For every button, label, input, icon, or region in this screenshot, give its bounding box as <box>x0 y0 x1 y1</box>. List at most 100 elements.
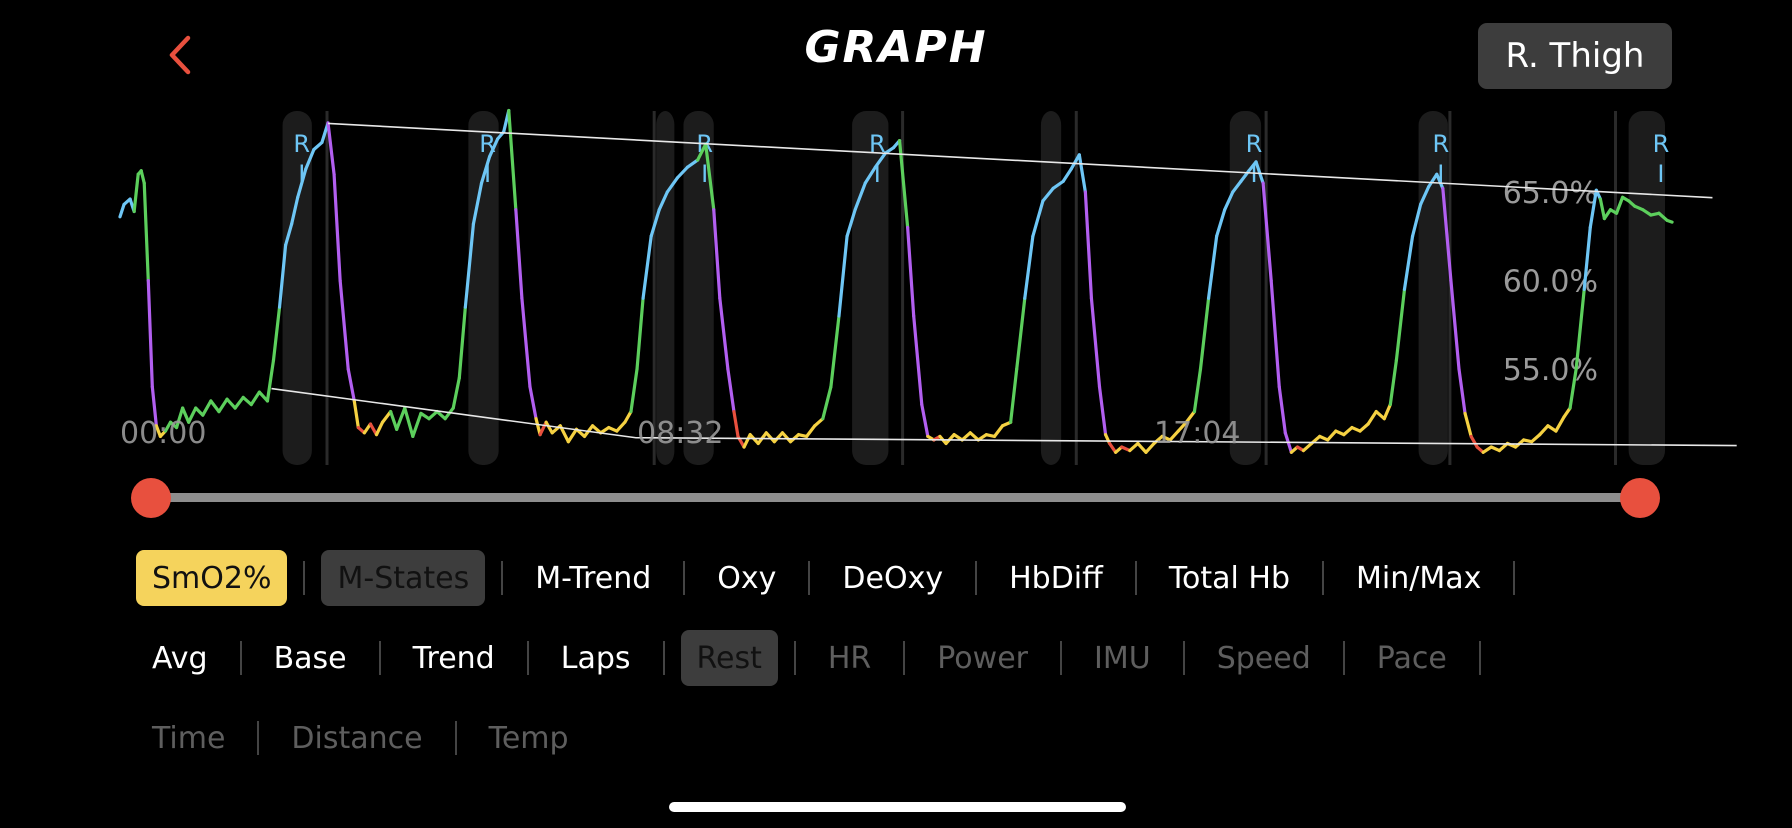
toggle-row-2: Avg Base Trend Laps Rest HR Power IMU Speed Pace <box>136 630 1497 686</box>
smo2-segment-blue <box>1223 190 1235 212</box>
smo2-segment-blue <box>1023 234 1035 300</box>
smo2-segment-green <box>457 305 467 380</box>
smo2-segment-blue <box>649 208 661 238</box>
smo2-segment-blue <box>1061 167 1073 183</box>
smo2-segment-blue <box>312 140 324 152</box>
separator <box>454 721 457 755</box>
smo2-segment-blue <box>1588 188 1598 230</box>
smo2-segment-blue <box>1215 208 1227 238</box>
location-button[interactable]: R. Thigh <box>1478 23 1672 89</box>
toggle-deoxy[interactable]: DeOxy <box>842 560 944 596</box>
smo2-segment-green <box>241 395 253 407</box>
smo2-segment-blue <box>1206 234 1219 300</box>
range-end-handle[interactable] <box>1620 478 1660 518</box>
separator <box>662 641 665 675</box>
home-indicator[interactable] <box>669 802 1126 812</box>
smo2-segment-green <box>1394 287 1407 362</box>
rest-band <box>1229 111 1262 465</box>
toggle-avg[interactable]: Avg <box>152 640 208 676</box>
range-slider-track[interactable] <box>151 493 1640 502</box>
smo2-segment-blue <box>657 190 669 212</box>
band-label-bottom: I <box>701 160 708 188</box>
smo2-segment-green <box>704 142 716 212</box>
smo2-segment-yellow <box>1366 410 1378 426</box>
rest-band <box>656 111 675 465</box>
x-tick-label: 00:00 <box>120 416 206 451</box>
rest-band <box>468 111 499 465</box>
separator <box>239 641 242 675</box>
toggle-m-states[interactable]: M-States <box>321 550 486 606</box>
separator <box>683 561 686 595</box>
smo2-segment-blue <box>1254 160 1265 185</box>
smo2-segment-purple <box>150 385 158 428</box>
smo2-segment-green <box>1192 367 1203 414</box>
band-label-top: R <box>293 130 310 158</box>
smo2-segment-yellow <box>764 431 776 444</box>
toggle-hr[interactable]: HR <box>827 640 872 676</box>
smo2-segment-yellow <box>1136 441 1148 454</box>
separator <box>1478 641 1481 675</box>
smo2-segment-green <box>427 410 439 421</box>
smo2-segment-green <box>163 420 173 433</box>
range-start-handle[interactable] <box>131 478 171 518</box>
smo2-segment-purple <box>146 278 154 389</box>
toggle-rest[interactable]: Rest <box>680 630 778 686</box>
toggle-imu[interactable]: IMU <box>1093 640 1151 676</box>
smo2-segment-yellow <box>1103 433 1112 446</box>
toggle-min-max[interactable]: Min/Max <box>1356 560 1482 596</box>
smo2-segment-yellow <box>1184 410 1197 424</box>
smo2-segment-yellow <box>380 410 393 424</box>
toggle-oxy[interactable]: Oxy <box>717 560 777 596</box>
smo2-segment-red <box>538 420 548 437</box>
y-tick-label: 60.0% <box>1503 265 1598 300</box>
smo2-segment-blue <box>685 158 700 169</box>
smo2-segment-blue <box>1231 179 1243 194</box>
toggle-total-hb[interactable]: Total Hb <box>1168 560 1291 596</box>
smo2-segment-blue <box>873 151 888 169</box>
back-button[interactable] <box>160 30 200 80</box>
smo2-segment-yellow <box>599 425 611 435</box>
band-label-top: R <box>479 130 496 158</box>
toggle-speed[interactable]: Speed <box>1216 640 1311 676</box>
toggle-power[interactable]: Power <box>937 640 1028 676</box>
rest-band <box>1628 111 1665 465</box>
toggle-smo2-[interactable]: SmO2% <box>136 550 288 606</box>
smo2-segment-green <box>1009 367 1019 424</box>
smo2-segment-yellow <box>623 410 633 424</box>
smo2-segment-green <box>201 399 213 417</box>
smo2-segment-green <box>139 169 146 185</box>
toggle-distance[interactable]: Distance <box>291 720 423 756</box>
smo2-segment-purple <box>1277 385 1287 435</box>
toggle-m-trend[interactable]: M-Trend <box>535 560 652 596</box>
toggle-temp[interactable]: Temp <box>488 720 569 756</box>
smo2-segment-yellow <box>960 431 972 442</box>
smo2-segment-green <box>142 181 150 283</box>
smo2-segment-yellow <box>154 424 162 438</box>
smo2-segment-purple <box>712 208 722 300</box>
smo2-segment-yellow <box>544 420 554 435</box>
toggle-time[interactable]: Time <box>152 720 226 756</box>
smo2-segment-green <box>507 108 518 212</box>
smo2-segment-yellow <box>1168 429 1180 442</box>
smo2-segment-green <box>897 139 910 230</box>
toggle-hbdiff[interactable]: HbDiff <box>1009 560 1103 596</box>
toggle-base[interactable]: Base <box>273 640 347 676</box>
toggle-pace[interactable]: Pace <box>1376 640 1447 676</box>
smo2-segment-blue <box>304 147 316 171</box>
smo2-segment-green <box>435 410 447 421</box>
smo2-segment-yellow <box>1554 415 1566 433</box>
smo2-segment-yellow <box>742 433 752 449</box>
smo2-segment-blue <box>845 208 857 238</box>
rest-band <box>852 111 889 465</box>
toggle-trend[interactable]: Trend <box>412 640 495 676</box>
smo2-segment-yellow <box>976 433 989 442</box>
smo2-segment-purple <box>906 225 916 318</box>
smo2-segment-blue <box>853 181 867 212</box>
smo2-segment-blue <box>1402 234 1415 292</box>
separator <box>975 561 978 595</box>
smo2-segment-green <box>829 314 841 389</box>
smo2-segment-green <box>1574 287 1586 371</box>
rest-band <box>1418 111 1448 465</box>
toggle-laps[interactable]: Laps <box>560 640 631 676</box>
smo2-segment-purple <box>912 314 924 407</box>
